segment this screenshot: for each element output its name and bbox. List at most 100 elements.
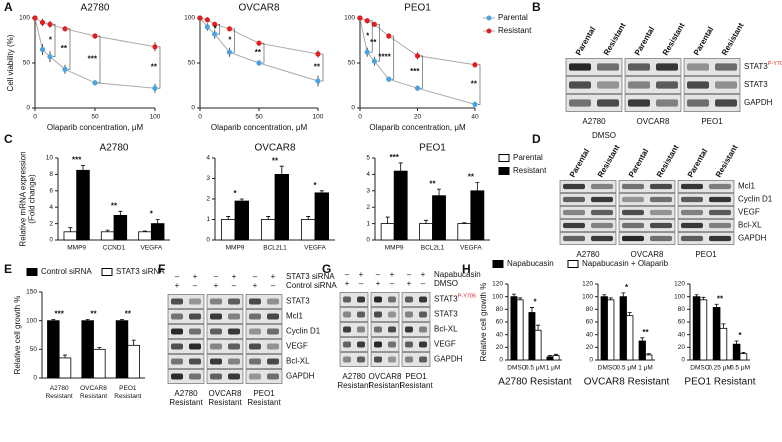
blot-band [343, 356, 351, 363]
treatment-sign: + [390, 270, 395, 279]
blot-band [189, 358, 201, 365]
blot-band [267, 328, 279, 335]
row-label-text: STAT3 [434, 310, 458, 319]
blot-band [622, 196, 644, 203]
blot-band [687, 81, 709, 89]
legend-label: Parental [513, 153, 543, 162]
cell-line-label-line: OVCAR8 [209, 389, 242, 398]
y-tick-label: 40 [678, 331, 686, 338]
chart-title: OVCAR8 Resistant [584, 377, 670, 388]
bracket [98, 35, 101, 84]
data-point [357, 15, 363, 21]
row-label-text: STAT3 [286, 297, 310, 306]
blot-band [591, 196, 613, 203]
treatment-sign: – [407, 270, 412, 279]
data-point [212, 31, 218, 37]
legend-label: Parental [498, 13, 528, 22]
blot-strip [618, 193, 676, 206]
column-label: Parental [627, 147, 651, 179]
bar [300, 219, 316, 241]
data-point [256, 60, 262, 66]
blot-band [357, 326, 365, 333]
significance: * [625, 283, 629, 292]
blot-strip [167, 309, 205, 324]
blot-band [681, 209, 703, 216]
significance: * [233, 189, 237, 198]
error-bar [462, 222, 467, 224]
y-tick-label: 60 [678, 319, 686, 326]
error-bar [734, 340, 739, 345]
y-tick-label: 3 [206, 175, 210, 182]
blot-band [249, 298, 261, 305]
legend-label: Control siRNA [41, 267, 92, 276]
blot-band [591, 235, 613, 242]
panel-label: F [158, 262, 165, 276]
blot-band [709, 209, 731, 216]
blot-band [357, 356, 365, 363]
bar [93, 348, 106, 379]
treatment-sign: – [376, 270, 381, 279]
y-tick-label: 20 [586, 344, 594, 351]
bar [699, 299, 708, 361]
blot-band [171, 358, 183, 365]
blot-strip [370, 307, 400, 322]
legend-label: Resistant [513, 166, 547, 175]
blot-band [597, 99, 619, 107]
error-bar [714, 303, 719, 308]
bar [552, 355, 560, 361]
blot-band [267, 343, 279, 350]
blot-band [715, 99, 737, 107]
x-tick-label: VEGFA [140, 245, 162, 252]
blot-band [622, 222, 644, 229]
cell-line-label-line: PEO1 [695, 250, 717, 259]
blot-band [189, 373, 201, 380]
row-label-text: GAPDH [744, 98, 773, 107]
column-label: Parental [574, 25, 598, 57]
blot-band [569, 81, 591, 89]
error-bar [279, 165, 284, 175]
blot-band [210, 298, 222, 305]
data-point [386, 33, 392, 39]
cell-line-label-line: A2780 [342, 372, 366, 381]
x-tick-label: 0.5 μM [525, 365, 545, 372]
y-tick-label: 6 [49, 188, 53, 195]
data-point [414, 53, 421, 59]
x-tick-label: PEO1 Resistant [114, 385, 141, 400]
y-tick-label: 8 [49, 171, 53, 178]
blot-band [569, 99, 591, 107]
blot-strip [167, 369, 205, 384]
row-label: VEGF [434, 340, 456, 349]
x-tick-label-line: PEO1 [119, 385, 137, 392]
y-tick-label: 100 [492, 293, 503, 300]
blot-band [267, 313, 279, 320]
blot-band [374, 311, 382, 318]
legend-swatch [101, 268, 113, 276]
blot-band [687, 99, 709, 107]
blot-strip [206, 339, 244, 354]
blot-band [715, 63, 737, 71]
blot-band [228, 358, 240, 365]
series-line [34, 17, 156, 89]
cell-line-label-line: Resistant [368, 381, 402, 390]
blot-strip [683, 58, 741, 76]
bar [76, 169, 90, 241]
y-tick-label: 20 [678, 344, 686, 351]
y-tick-label: 0 [33, 375, 37, 382]
treatment-label: STAT3 siRNA [286, 272, 335, 281]
column-label: Resistant [720, 21, 746, 57]
blot-strip [401, 292, 431, 307]
error-bar [554, 353, 559, 356]
blot-band [650, 209, 672, 216]
blot-band [419, 296, 427, 303]
data-point [371, 21, 377, 27]
blot-band [405, 356, 413, 363]
blot-band [681, 183, 703, 190]
blot-strip [618, 232, 676, 245]
blot-strip [677, 232, 735, 245]
legend-label: Napabucasin [507, 259, 554, 268]
row-label: STAT3 [744, 80, 768, 89]
caption: DMSO [592, 131, 616, 140]
blot-strip [559, 193, 617, 206]
treatment-sign: – [359, 279, 364, 288]
blot-band [650, 196, 672, 203]
